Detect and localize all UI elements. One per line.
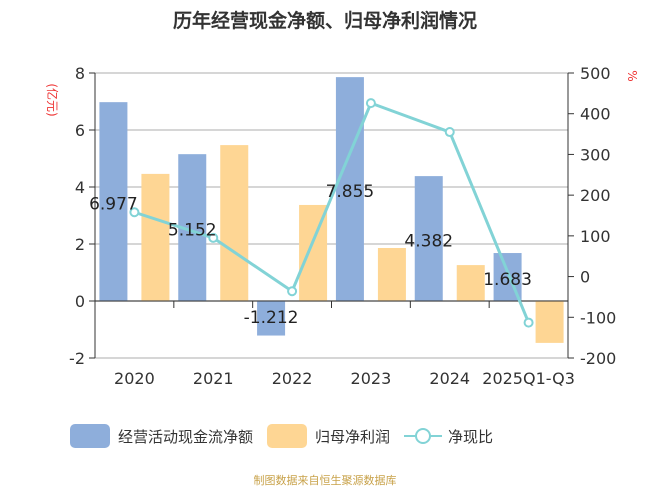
- right-axis-unit: %: [625, 70, 639, 81]
- legend-item-ratio[interactable]: 净现比: [404, 424, 493, 448]
- bar-data-label: 7.855: [326, 182, 375, 202]
- bar-profit: [377, 247, 406, 301]
- bar-cashflow: [99, 102, 128, 301]
- ratio-line: [133, 101, 530, 324]
- legend-swatch: [70, 424, 110, 448]
- bar-data-label: 4.382: [404, 232, 453, 252]
- bar-data-label: -1.212: [244, 308, 299, 328]
- bar-profit: [141, 173, 170, 301]
- legend-label: 经营活动现金流净额: [118, 427, 254, 446]
- chart-plot: -2 0 2 4 6 8 -200 -100 0 100 200 300 400 500 (亿元)% 2020…: [45, 64, 639, 388]
- right-tick-label: -200: [580, 349, 616, 368]
- left-tick-label: 0: [75, 292, 85, 311]
- x-tick-label: 2022: [272, 369, 313, 388]
- right-tick-label: 0: [580, 268, 590, 287]
- bar-profit: [220, 145, 249, 301]
- chart-title: 历年经营现金净额、归母净利润情况: [172, 10, 477, 32]
- data-source-note: 制图数据来自恒生聚源数据库: [253, 474, 397, 487]
- left-axis-unit: (亿元): [45, 83, 60, 116]
- ratio-point: [129, 207, 140, 218]
- right-tick-label: 500: [580, 64, 611, 83]
- left-tick-label: 4: [75, 178, 85, 197]
- right-tick-label: -100: [580, 308, 616, 327]
- ratio-point: [365, 98, 376, 109]
- legend-item-cashflow[interactable]: 经营活动现金流净额: [70, 424, 253, 448]
- left-tick-label: 8: [75, 64, 85, 83]
- legend: 经营活动现金流净额 归母净利润 净现比: [70, 424, 507, 448]
- ratio-point: [444, 127, 455, 138]
- right-tick-label: 200: [580, 186, 611, 205]
- bar-cashflow: [257, 301, 286, 336]
- bar-profit: [535, 301, 564, 343]
- bar-cashflow: [414, 176, 443, 301]
- left-tick-label: 2: [75, 235, 85, 254]
- bar-data-label: 1.683: [483, 270, 532, 290]
- bar-cashflow: [335, 77, 364, 301]
- x-tick-label: 2024: [429, 369, 470, 388]
- bar-data-label: 5.152: [168, 221, 217, 241]
- ratio-point: [287, 286, 298, 297]
- bar-profit: [456, 265, 485, 301]
- legend-label: 归母净利润: [315, 427, 391, 446]
- ratio-point: [208, 232, 219, 243]
- right-tick-label: 300: [580, 145, 611, 164]
- legend-swatch: [267, 424, 308, 448]
- x-tick-label: 2020: [114, 369, 155, 388]
- ratio-point: [523, 317, 534, 328]
- right-tick-label: 100: [580, 227, 611, 246]
- x-tick-label: 2025Q1-Q3: [482, 369, 575, 388]
- right-tick-label: 400: [580, 105, 611, 124]
- x-tick-label: 2021: [193, 369, 234, 388]
- left-tick-label: -2: [69, 349, 85, 368]
- legend-item-profit[interactable]: 归母净利润: [267, 424, 390, 448]
- legend-label: 净现比: [448, 427, 494, 446]
- line-marker-icon: [404, 428, 443, 444]
- left-tick-label: 6: [75, 121, 85, 140]
- x-tick-label: 2023: [351, 369, 392, 388]
- bar-data-label: 6.977: [89, 195, 138, 215]
